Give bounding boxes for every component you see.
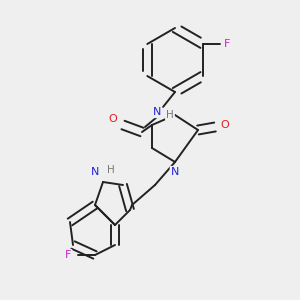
Text: N: N [91,167,99,177]
Text: O: O [109,114,117,124]
Text: F: F [224,39,230,49]
Text: O: O [220,120,230,130]
Text: N: N [153,107,161,117]
Text: H: H [166,110,174,120]
Text: N: N [171,167,179,177]
Text: F: F [65,250,71,260]
Text: H: H [107,165,115,175]
